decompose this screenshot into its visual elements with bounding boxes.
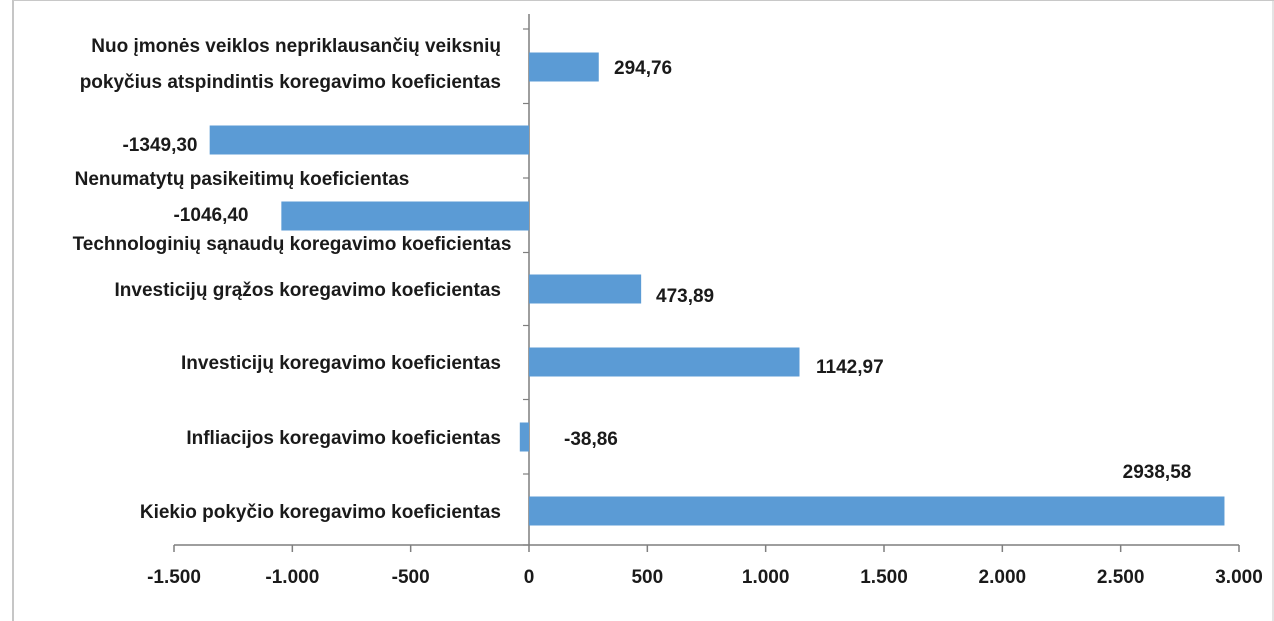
data-label: -1046,40 [173,205,248,226]
x-tick-label: 1.000 [742,567,790,588]
data-label: -1349,30 [122,135,197,156]
x-tick-label: -1.500 [147,567,201,588]
x-axis-ticks: -1.500 -1.000 -500 0 500 1.000 1.500 2.000 2.500… [147,545,1263,588]
data-label: 1142,97 [816,357,884,378]
bar [529,347,800,377]
x-tick-label: 1.500 [860,567,908,588]
x-tick-label: -500 [392,567,430,588]
bar [529,274,642,304]
chart-bars [209,52,1225,526]
x-tick-label: 0 [524,567,535,588]
bar [529,52,599,82]
bar [529,496,1225,526]
x-tick-label: -1.000 [265,567,319,588]
x-tick-label: 3.000 [1215,567,1263,588]
data-labels: 294,76 -1349,30 -1046,40 473,89 1142,97 -38,8… [122,58,1191,483]
category-label: Kiekio pokyčio koregavimo koeficientas [140,502,501,523]
category-label: Nenumatytų pasikeitimų koeficientas [75,169,410,190]
data-label: 2938,58 [1123,462,1192,483]
x-tick-label: 2.000 [979,567,1027,588]
category-label: Investicijų koregavimo koeficientas [181,353,501,374]
category-label: Technologinių sąnaudų koregavimo koefici… [73,234,512,255]
category-label: Investicijų grąžos koregavimo koeficient… [115,280,501,301]
bar [519,422,529,452]
chart-axes [12,0,1274,621]
bar [281,201,529,231]
category-label: pokyčius atspindintis koregavimo koefici… [80,72,501,93]
data-label: -38,86 [564,429,618,450]
category-label: Nuo įmonės veiklos nepriklausančių veiks… [91,36,501,57]
category-labels: Nuo įmonės veiklos nepriklausančių veiks… [73,36,512,523]
category-label: Infliacijos koregavimo koeficientas [186,428,501,449]
x-tick-label: 500 [631,567,663,588]
bar [209,125,530,155]
data-label: 294,76 [614,58,672,79]
data-label: 473,89 [656,286,714,307]
x-tick-label: 2.500 [1097,567,1145,588]
